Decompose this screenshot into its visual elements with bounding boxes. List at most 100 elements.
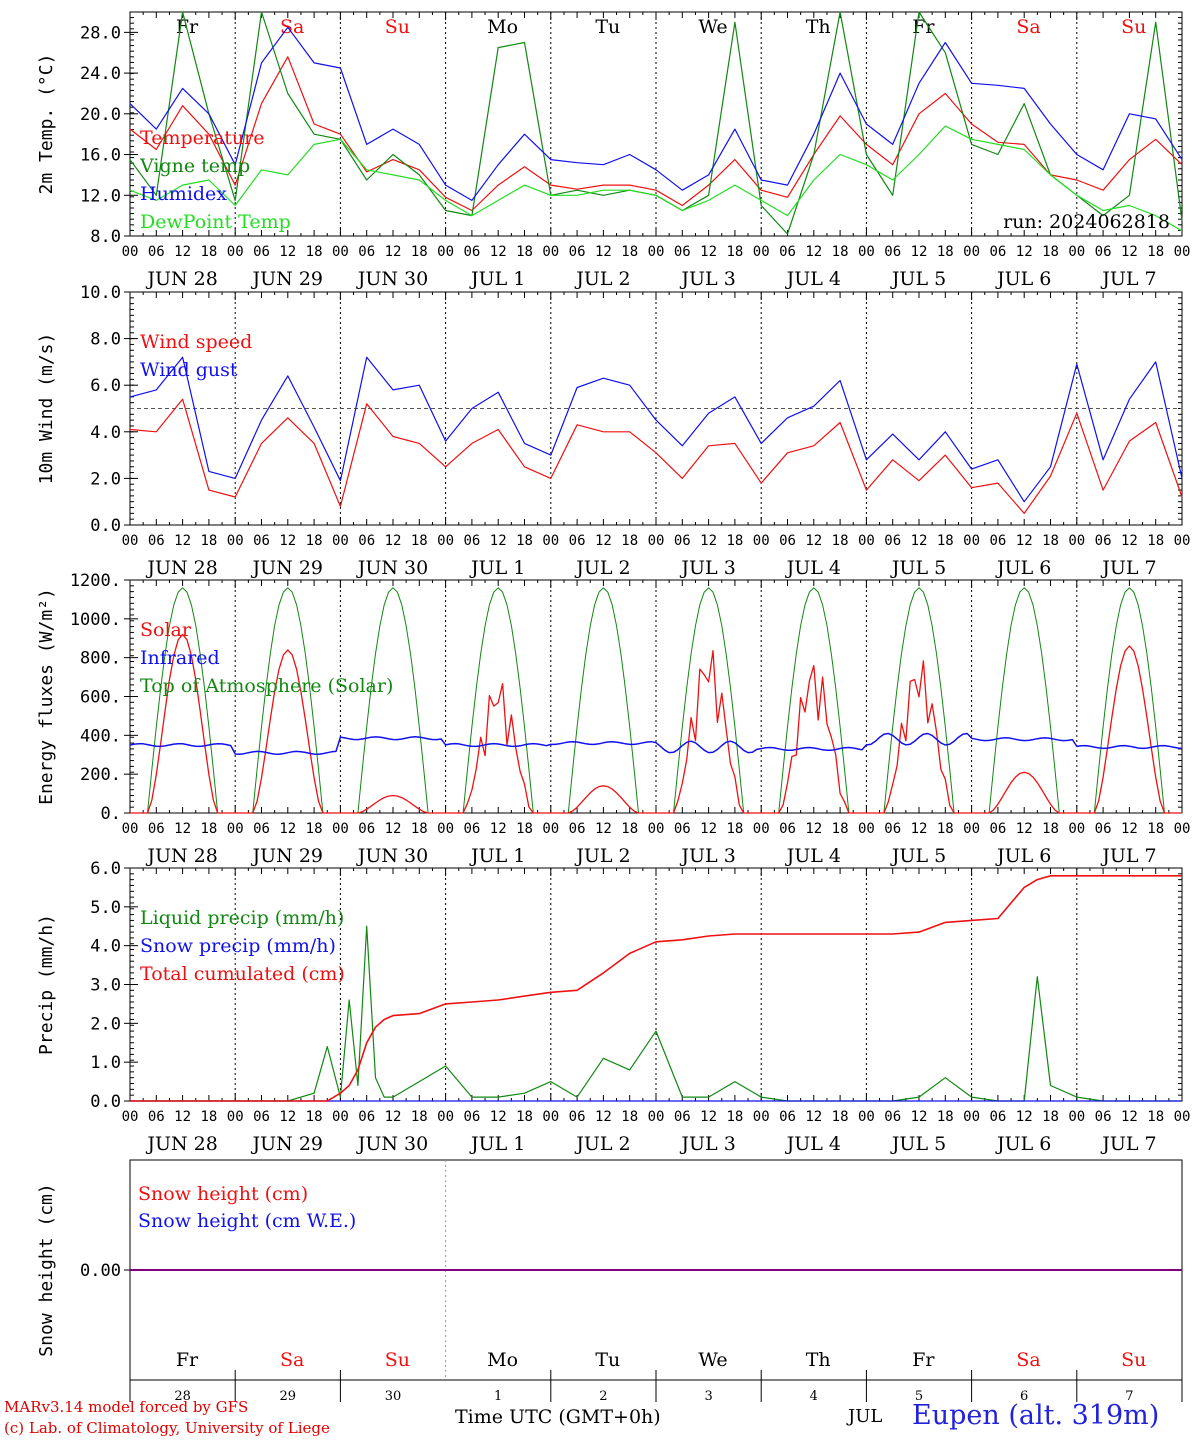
wind-ytick-label: 8.0	[90, 330, 121, 350]
temp-date-label: JUL 1	[469, 268, 525, 290]
temp-ytick-label: 28.0	[80, 23, 121, 43]
temp-hour-label: 06	[253, 244, 270, 260]
precip-hour-label: 12	[805, 1109, 822, 1125]
wind-hour-label: 18	[306, 533, 323, 549]
wind-hour-label: 06	[779, 533, 796, 549]
temp-hour-label: 06	[884, 244, 901, 260]
temp-date-label: JUN 29	[251, 268, 323, 290]
energy-hour-label: 12	[174, 821, 191, 837]
energy-hour-label: 18	[1147, 821, 1164, 837]
energy-hour-label: 18	[937, 821, 954, 837]
precip-hour-label: 12	[385, 1109, 402, 1125]
temp-hour-label: 00	[648, 244, 665, 260]
energy-ytick-label: 1200.	[70, 571, 121, 591]
temp-hour-label: 18	[937, 244, 954, 260]
precip-hour-label: 00	[437, 1109, 454, 1125]
precip-hour-label: 18	[937, 1109, 954, 1125]
wind-hour-label: 18	[621, 533, 638, 549]
energy-date-label: JUL 6	[995, 845, 1051, 867]
wind-hour-label: 12	[174, 533, 191, 549]
energy-hour-label: 06	[1095, 821, 1112, 837]
wind-hour-label: 18	[832, 533, 849, 549]
energy-hour-label: 06	[989, 821, 1006, 837]
wind-ytick-label: 2.0	[90, 469, 121, 489]
temp-hour-label: 00	[1174, 244, 1191, 260]
precip-hour-label: 00	[648, 1109, 665, 1125]
legend-humidex: Humidex	[140, 183, 227, 205]
wind-hour-label: 06	[569, 533, 586, 549]
wind-hour-label: 06	[1095, 533, 1112, 549]
precip-hour-label: 00	[1068, 1109, 1085, 1125]
precip-hour-label: 00	[858, 1109, 875, 1125]
energy-hour-label: 06	[779, 821, 796, 837]
weekday-label-bottom: Sa	[1016, 1349, 1040, 1371]
weekday-label-bottom: Su	[1121, 1349, 1146, 1371]
temp-hour-label: 06	[148, 244, 165, 260]
energy-hour-label: 18	[1042, 821, 1059, 837]
precip-hour-label: 00	[122, 1109, 139, 1125]
wind-hour-label: 18	[1042, 533, 1059, 549]
energy-hour-label: 18	[306, 821, 323, 837]
precip-hour-label: 06	[779, 1109, 796, 1125]
day-number-label: 1	[494, 1389, 502, 1404]
wind-hour-label: 12	[1016, 533, 1033, 549]
snow-ytick-label: 0.00	[80, 1261, 121, 1281]
precip-hour-label: 06	[463, 1109, 480, 1125]
wind-ytick-label: 4.0	[90, 423, 121, 443]
day-number-label: 5	[915, 1389, 923, 1404]
wind-ytick-label: 0.0	[90, 516, 121, 536]
precip-date-label: JUN 28	[145, 1133, 217, 1155]
temp-date-label: JUL 4	[785, 268, 841, 290]
wind-hour-label: 06	[989, 533, 1006, 549]
temp-hour-label: 12	[174, 244, 191, 260]
energy-date-label: JUL 4	[785, 845, 841, 867]
temp-hour-label: 00	[227, 244, 244, 260]
temp-hour-label: 18	[1042, 244, 1059, 260]
precip-hour-label: 12	[1121, 1109, 1138, 1125]
wind-ytick-label: 6.0	[90, 376, 121, 396]
precip-hour-label: 12	[1016, 1109, 1033, 1125]
energy-hour-label: 00	[963, 821, 980, 837]
wind-hour-label: 18	[726, 533, 743, 549]
precip-hour-label: 00	[542, 1109, 559, 1125]
weekday-label-bottom: Su	[385, 1349, 410, 1371]
energy-ytick-label: 0.	[101, 804, 121, 824]
precip-hour-label: 00	[227, 1109, 244, 1125]
wind-date-label: JUL 6	[995, 557, 1051, 579]
x-axis-title: Time UTC (GMT+0h)	[455, 1406, 661, 1428]
temp-hour-label: 18	[726, 244, 743, 260]
temp-hour-label: 12	[911, 244, 928, 260]
precip-hour-label: 00	[1174, 1109, 1191, 1125]
weekday-label-bottom: We	[698, 1349, 727, 1371]
weekday-label-bottom: Th	[806, 1349, 831, 1371]
temp-hour-label: 06	[779, 244, 796, 260]
precip-hour-label: 06	[569, 1109, 586, 1125]
legend-snow-precip-mm-h-: Snow precip (mm/h)	[140, 935, 336, 957]
energy-hour-label: 12	[911, 821, 928, 837]
wind-date-label: JUL 2	[574, 557, 630, 579]
day-number-label: 28	[174, 1389, 191, 1404]
humidex-line	[129, 26, 1183, 201]
legend-wind-speed: Wind speed	[140, 331, 252, 353]
wind-date-label: JUL 4	[785, 557, 841, 579]
wind-hour-label: 06	[884, 533, 901, 549]
precip-hour-label: 18	[411, 1109, 428, 1125]
day-number-label: 2	[599, 1389, 607, 1404]
legend-snow-height-cm-w-e-: Snow height (cm W.E.)	[138, 1210, 356, 1232]
wind-hour-label: 18	[411, 533, 428, 549]
legend-wind-gust: Wind gust	[140, 359, 238, 381]
temp-hour-label: 18	[306, 244, 323, 260]
energy-hour-label: 12	[1121, 821, 1138, 837]
dewpoint-temp-line	[129, 125, 1183, 232]
wind-hour-label: 12	[385, 533, 402, 549]
weekday-label: Su	[1121, 16, 1146, 38]
energy-ytick-label: 400.	[80, 726, 121, 746]
energy-ytick-label: 200.	[80, 765, 121, 785]
precip-hour-label: 12	[911, 1109, 928, 1125]
temp-hour-label: 06	[1095, 244, 1112, 260]
wind-ylabel: 10m Wind (m/s)	[36, 333, 57, 485]
wind-hour-label: 12	[279, 533, 296, 549]
weekday-label: We	[698, 16, 727, 38]
energy-hour-label: 06	[148, 821, 165, 837]
